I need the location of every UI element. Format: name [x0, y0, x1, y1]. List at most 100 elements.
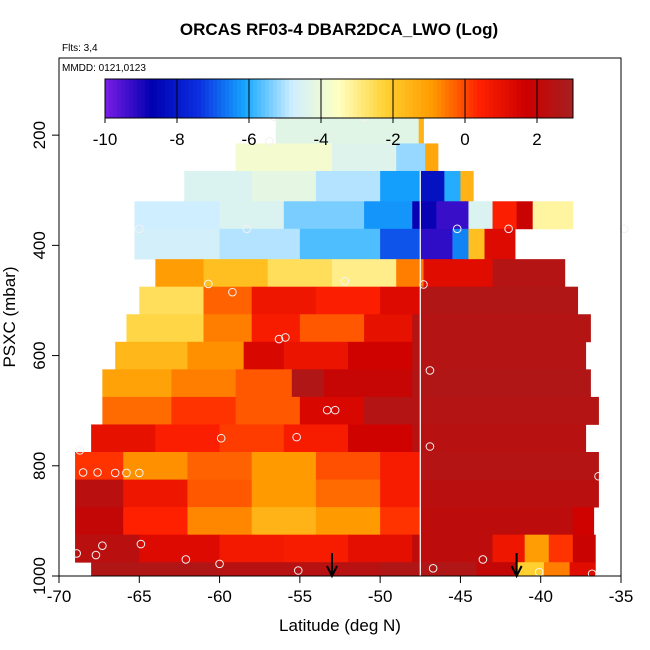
heatmap-cell — [251, 479, 317, 508]
heatmap-cell — [139, 534, 220, 563]
heatmap-cell — [115, 341, 188, 370]
colorbar-swatch — [237, 79, 242, 118]
heatmap-cell — [436, 201, 469, 230]
colorbar-swatch — [173, 79, 178, 118]
colorbar-swatch — [497, 79, 502, 118]
colorbar-swatch — [489, 79, 494, 118]
colorbar-swatch — [361, 79, 366, 118]
y-tick-label: 400 — [30, 231, 49, 259]
x-tick-label: -55 — [288, 587, 313, 606]
colorbar-swatch — [293, 79, 298, 118]
colorbar-swatch — [449, 79, 454, 118]
y-tick-label: 1000 — [30, 557, 49, 595]
colorbar-swatch — [321, 79, 326, 118]
colorbar-swatch — [481, 79, 486, 118]
colorbar-swatch — [105, 79, 110, 118]
heatmap-cell — [251, 314, 301, 343]
colorbar-swatch — [313, 79, 318, 118]
heatmap-layer — [75, 115, 599, 576]
colorbar-swatch — [457, 79, 462, 118]
colorbar-swatch — [561, 79, 566, 118]
heatmap-cell — [524, 534, 550, 563]
colorbar-swatch — [221, 79, 226, 118]
heatmap-cell — [348, 341, 413, 370]
colorbar-swatch — [401, 79, 406, 118]
colorbar-swatch — [281, 79, 286, 118]
colorbar-swatch — [397, 79, 402, 118]
x-axis-label: Latitude (deg N) — [279, 616, 401, 635]
heatmap-cell — [315, 507, 381, 536]
heatmap-cell — [251, 286, 317, 315]
heatmap-cell — [299, 228, 381, 260]
colorbar-swatch — [345, 79, 350, 118]
heatmap-cell — [380, 286, 421, 315]
colorbar-swatch — [421, 79, 426, 118]
heatmap-cell — [532, 201, 574, 230]
colorbar-swatch — [341, 79, 346, 118]
colorbar-swatch — [501, 79, 506, 118]
heatmap-cell — [203, 259, 269, 288]
colorbar-swatch — [325, 79, 330, 118]
colorbar-swatch — [461, 79, 466, 118]
heatmap-cell — [323, 369, 413, 398]
colorbar-swatch — [381, 79, 386, 118]
heatmap-cell — [412, 534, 493, 563]
colorbar-tick-label: -2 — [385, 130, 400, 149]
heatmap-cell — [187, 507, 253, 536]
heatmap-cell — [420, 479, 599, 508]
heatmap-cell — [348, 424, 413, 453]
heatmap-cell — [91, 562, 220, 576]
colorbar-swatch — [541, 79, 546, 118]
date-label: MMDD: 0121,0123 — [62, 63, 146, 74]
sample-point — [134, 468, 144, 478]
heatmap-cell — [396, 259, 424, 288]
heatmap-cell — [219, 424, 285, 453]
heatmap-cell — [315, 170, 381, 202]
sample-point — [93, 468, 102, 477]
heatmap-cell — [380, 507, 421, 536]
heatmap-cell — [299, 314, 365, 343]
y-axis: 200 400 600 800 1000 — [30, 121, 59, 595]
colorbar-swatch — [193, 79, 198, 118]
colorbar-tick-label: -4 — [313, 130, 328, 149]
sample-point — [265, 136, 274, 146]
plot-frame — [58, 57, 622, 577]
sample-point — [72, 549, 81, 558]
x-tick-label: -35 — [609, 587, 634, 606]
sample-point — [419, 280, 428, 289]
x-tick-label: -50 — [368, 587, 393, 606]
colorbar-swatch — [549, 79, 554, 118]
colorbar-swatch — [537, 79, 542, 118]
x-axis: -70 -65 -60 -55 -50 -45 -40 -35 — [47, 576, 634, 606]
sample-point — [340, 276, 350, 286]
colorbar-swatch — [557, 79, 562, 118]
heatmap-cell — [364, 396, 599, 425]
x-tick-label: -65 — [127, 587, 152, 606]
y-tick-label: 200 — [30, 121, 49, 149]
heatmap-cell — [418, 115, 424, 144]
colorbar-swatch — [477, 79, 482, 118]
heatmap-cell — [139, 286, 204, 315]
heatmap-cell — [171, 369, 237, 398]
sample-point — [292, 432, 301, 442]
colorbar-swatch — [185, 79, 190, 118]
colorbar-swatch — [265, 79, 270, 118]
sample-point — [425, 442, 435, 451]
colorbar-swatch — [225, 79, 230, 118]
heatmap-cell — [420, 228, 453, 260]
heatmap-cell — [203, 314, 253, 343]
sample-point — [281, 333, 290, 342]
colorbar-swatch — [329, 79, 334, 118]
heatmap-cell — [283, 201, 365, 230]
sample-point — [594, 471, 603, 481]
heatmap-cell — [572, 534, 596, 563]
colorbar-tick-label: 0 — [460, 130, 469, 149]
colorbar-swatch — [373, 79, 378, 118]
heatmap-cell — [75, 479, 124, 508]
colorbar-swatch — [377, 79, 382, 118]
heatmap-cell — [423, 259, 493, 288]
colorbar-swatch — [429, 79, 434, 118]
heatmap-cell — [219, 228, 301, 260]
colorbar-swatch — [289, 79, 294, 118]
